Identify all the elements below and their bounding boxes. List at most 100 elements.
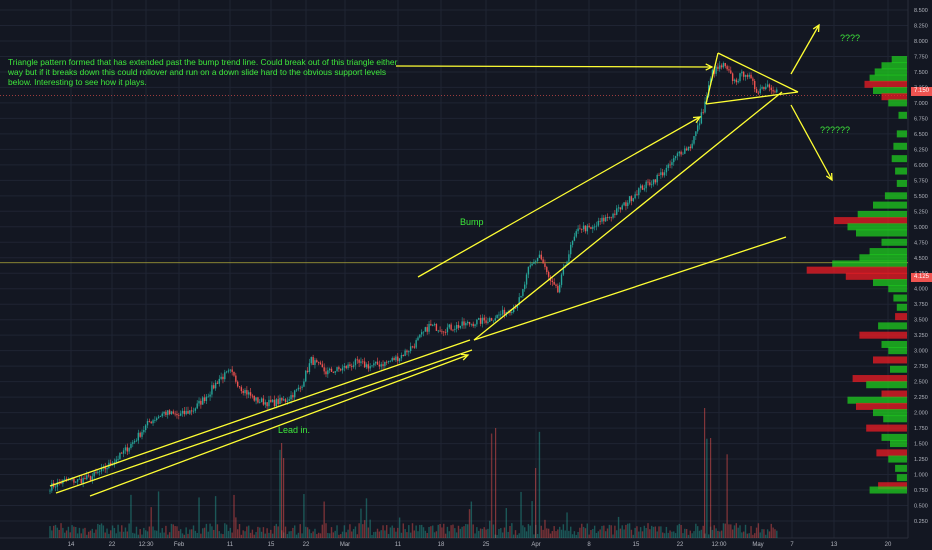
candle-body xyxy=(696,125,699,132)
volume-bar xyxy=(492,524,495,538)
volume-bar xyxy=(430,526,432,538)
volume-bar xyxy=(639,527,642,538)
volume-bar xyxy=(216,524,219,538)
volume-bar xyxy=(737,527,739,538)
volume-bar xyxy=(529,525,531,538)
candle-body xyxy=(689,146,692,149)
candle-body xyxy=(266,402,268,407)
candle-body xyxy=(465,323,467,326)
candle-body xyxy=(426,327,428,332)
volume-bar xyxy=(310,533,312,538)
breakout-down-arrow-head xyxy=(825,172,833,182)
candle-body xyxy=(741,71,743,74)
volume-bar xyxy=(570,526,572,538)
candle-body xyxy=(115,459,117,463)
volume-bar xyxy=(374,531,377,538)
candle-body xyxy=(673,158,675,163)
candle-body xyxy=(297,387,300,390)
candle-body xyxy=(612,213,614,218)
candle-body xyxy=(772,90,774,92)
candle-body xyxy=(235,375,237,382)
volume-profile-bar xyxy=(888,99,907,107)
volume-profile-bar xyxy=(832,260,907,268)
candle-body xyxy=(97,471,99,473)
volume-bar xyxy=(500,528,502,538)
volume-bar xyxy=(693,531,695,538)
candle-body xyxy=(489,318,491,322)
volume-bar xyxy=(271,533,274,538)
candle-body xyxy=(478,318,480,320)
volume-bar xyxy=(511,523,513,538)
volume-bar xyxy=(54,524,57,538)
candle-body xyxy=(301,386,303,388)
candle-body xyxy=(571,240,574,245)
volume-bar xyxy=(501,532,504,538)
y-tick-label: 1.750 xyxy=(914,426,928,432)
candle-body xyxy=(349,364,351,366)
volume-bar xyxy=(448,531,450,538)
candle-body xyxy=(271,399,274,403)
candle-body xyxy=(356,359,358,361)
volume-bar xyxy=(674,533,677,538)
candle-body xyxy=(240,387,243,391)
candle-body xyxy=(558,284,561,293)
candle-body xyxy=(56,482,59,487)
volume-bar xyxy=(108,533,110,538)
volume-bar xyxy=(715,528,717,538)
volume-bar xyxy=(606,528,609,538)
volume-profile-bar xyxy=(888,455,907,463)
breakout-up-arrow-head xyxy=(812,23,820,33)
candle-body xyxy=(603,217,605,222)
candle-body xyxy=(275,399,278,407)
candle-body xyxy=(540,254,542,260)
breakout-up-arrow xyxy=(790,24,820,75)
candle-body xyxy=(752,78,754,81)
candle-body xyxy=(731,73,734,81)
volume-bar xyxy=(551,531,554,538)
candle-body xyxy=(154,420,156,421)
candle-body xyxy=(492,320,495,322)
volume-profile-bar xyxy=(893,294,907,302)
volume-bar xyxy=(128,523,130,538)
candle-body xyxy=(376,361,379,365)
volume-bar xyxy=(393,527,395,538)
volume-bar xyxy=(614,525,616,538)
candle-body xyxy=(754,80,756,90)
candle-body xyxy=(514,307,517,309)
volume-profile-bar xyxy=(895,464,907,472)
volume-bar xyxy=(689,530,692,538)
volume-bar xyxy=(730,524,732,538)
candle-body xyxy=(582,225,585,230)
candle-body xyxy=(639,185,642,189)
candle-body xyxy=(597,220,600,226)
candle-body xyxy=(93,472,95,477)
candle-body xyxy=(638,188,640,196)
volume-profile-bar xyxy=(888,347,907,355)
triangle-left xyxy=(705,52,719,105)
candle-body xyxy=(544,263,546,267)
volume-bar xyxy=(498,529,500,538)
volume-bar xyxy=(192,525,195,538)
candle-body xyxy=(671,162,673,166)
volume-bar xyxy=(516,534,519,538)
candle-body xyxy=(601,217,603,222)
volume-bar xyxy=(432,525,434,538)
analysis-note: Triangle pattern formed that has extende… xyxy=(8,57,398,87)
candle-body xyxy=(575,231,577,237)
volume-bar xyxy=(365,498,368,538)
candle-body xyxy=(236,381,239,387)
volume-bar xyxy=(733,525,736,538)
volume-bar xyxy=(178,530,180,538)
volume-bar xyxy=(417,531,419,538)
volume-bar xyxy=(73,526,75,538)
candle-body xyxy=(290,395,292,400)
candle-body xyxy=(244,390,246,394)
candle-body xyxy=(547,272,550,277)
volume-bar xyxy=(119,531,121,538)
volume-bar xyxy=(76,533,79,538)
volume-bar xyxy=(257,526,259,538)
volume-bar xyxy=(137,534,140,538)
volume-profile-bar xyxy=(852,375,907,383)
y-tick-label: 7.500 xyxy=(914,70,928,76)
